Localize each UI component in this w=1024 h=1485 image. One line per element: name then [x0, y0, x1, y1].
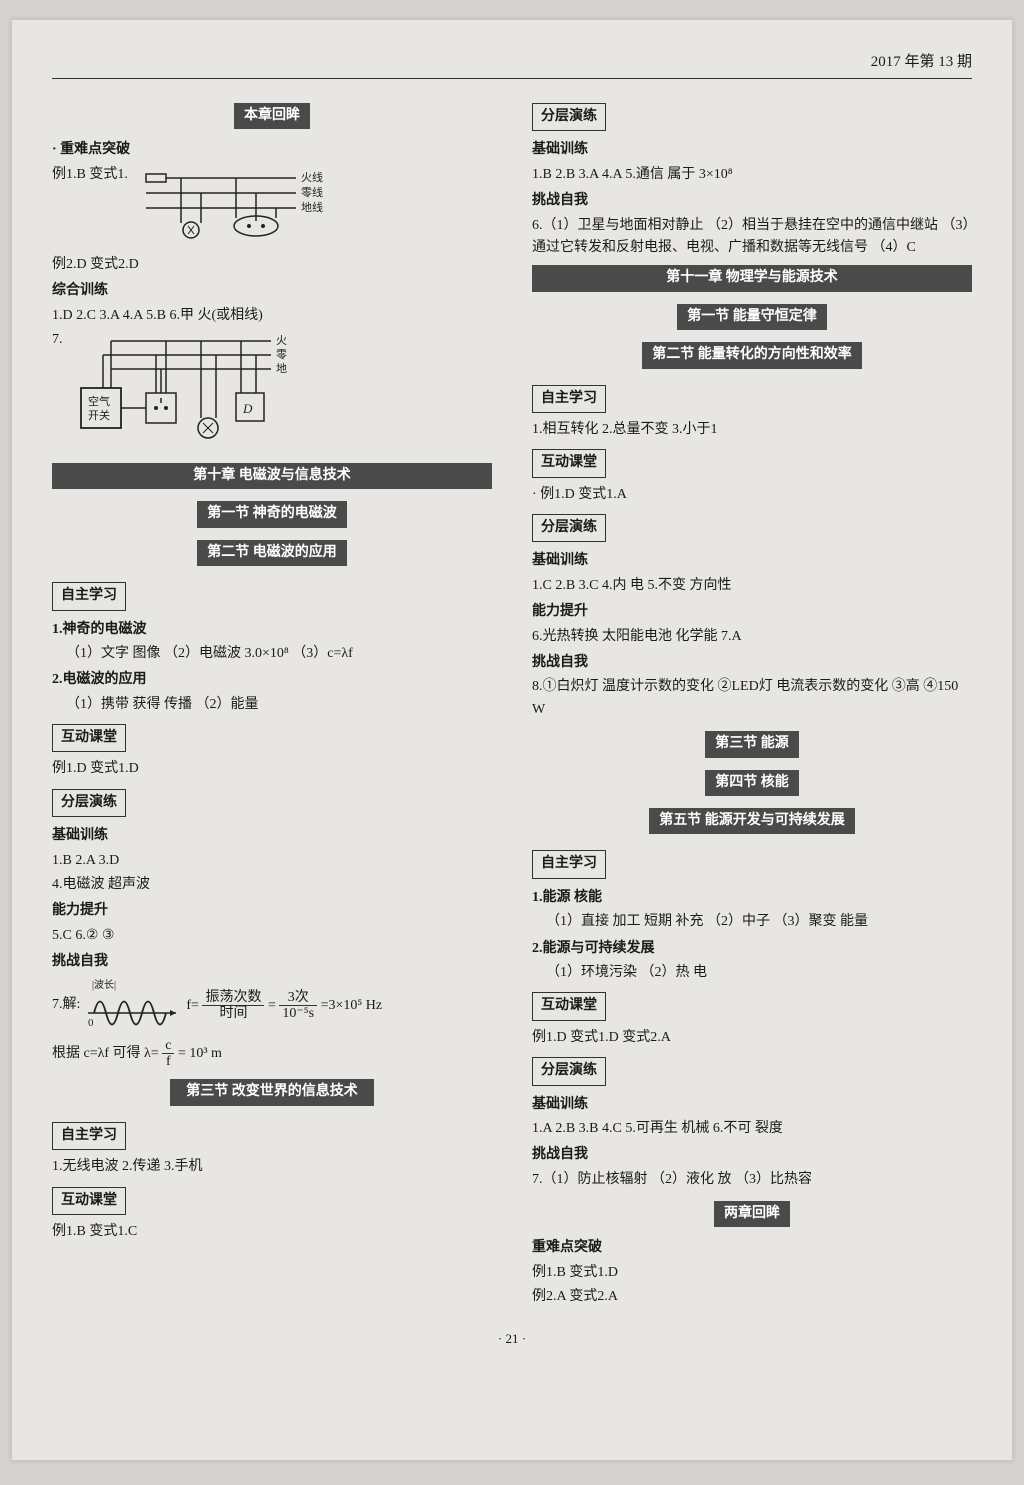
svg-text:地线: 地线: [301, 200, 323, 214]
layered-r2: 分层演练: [532, 514, 606, 542]
ss1-text: （1）文字 图像 （2）电磁波 3.0×10⁸ （3）c=λf: [52, 643, 492, 665]
challenge-r3: 挑战自我: [532, 1144, 972, 1166]
q7-solve: 7.解:: [52, 994, 80, 1016]
ss1-title: 1.神奇的电磁波: [52, 619, 492, 641]
basic-r3: 1.A 2.B 3.B 4.C 5.可再生 机械 6.不可 裂度: [532, 1118, 972, 1140]
two-chapter-review: 两章回眸: [714, 1201, 790, 1227]
dp2: 例2.A 变式2.A: [532, 1286, 972, 1308]
challenge-r2-text: 8.①白炽灯 温度计示数的变化 ②LED灯 电流表示数的变化 ③高 ④150 W: [532, 676, 972, 721]
ss-r2-2: 2.能源与可持续发展: [532, 938, 972, 960]
comprehensive-answers: 1.D 2.C 3.A 4.A 5.B 6.甲 火(或相线): [52, 305, 492, 327]
freq-formula: f= 振荡次数时间 = 3次10⁻⁵s =3×10⁵ Hz: [186, 990, 382, 1022]
ability-r1: 6.光热转换 太阳能电池 化学能 7.A: [532, 626, 972, 648]
basic-training-1: 基础训练: [52, 825, 492, 847]
ss2-title: 2.电磁波的应用: [52, 669, 492, 691]
page-number: · 21 ·: [52, 1329, 972, 1350]
ss2-text: （1）携带 获得 传播 （2）能量: [52, 694, 492, 716]
challenge-r1: 挑战自我: [532, 190, 972, 212]
circuit-diagram-1: 火线 零线 地线: [136, 168, 336, 248]
c10-section-1: 第一节 神奇的电磁波: [197, 501, 347, 527]
svg-text:0: 0: [88, 1017, 94, 1029]
issue-header: 2017 年第 13 期: [52, 50, 972, 79]
c11-section-5: 第五节 能源开发与可持续发展: [649, 808, 855, 834]
svg-text:火线: 火线: [301, 170, 323, 184]
svg-text:零线: 零线: [301, 185, 323, 199]
layered-r3: 分层演练: [532, 1057, 606, 1085]
int-r2-text: 例1.D 变式1.D 变式2.A: [532, 1027, 972, 1049]
int-r1-text: · 例1.D 变式1.A: [532, 484, 972, 506]
ss-r1-text: 1.相互转化 2.总量不变 3.小于1: [532, 419, 972, 441]
example-1: 例1.B 变式1.: [52, 164, 128, 186]
svg-text:空气: 空气: [88, 394, 110, 408]
basic-training-r1: 基础训练: [532, 139, 972, 161]
layered-r1: 分层演练: [532, 103, 606, 131]
interactive-1: 互动课堂: [52, 724, 126, 752]
self-study-2: 自主学习: [52, 1122, 126, 1150]
wave-diagram: |波长| 0: [88, 978, 178, 1034]
svg-text:火: 火: [276, 335, 287, 347]
challenge-r3-text: 7.（1）防止核辐射 （2）液化 放 （3）比热容: [532, 1169, 972, 1191]
svg-text:D: D: [242, 401, 253, 416]
c11-section-3: 第三节 能源: [705, 731, 799, 757]
c11-section-1: 第一节 能量守恒定律: [677, 304, 827, 330]
svg-text:零: 零: [276, 348, 287, 361]
ability1: 5.C 6.② ③: [52, 925, 492, 947]
dp1: 例1.B 变式1.D: [532, 1262, 972, 1284]
q7-label: 7.: [52, 329, 63, 351]
chapter-review-banner: 本章回眸: [234, 103, 310, 129]
c10-section-2: 第二节 电磁波的应用: [197, 540, 347, 566]
layered-1: 分层演练: [52, 789, 126, 817]
ss-r2-1: 1.能源 核能: [532, 887, 972, 909]
basic-training-r2: 基础训练: [532, 550, 972, 572]
comprehensive-heading: 综合训练: [52, 280, 492, 302]
challenge-1: 挑战自我: [52, 951, 492, 973]
ability-up: 能力提升: [52, 900, 492, 922]
basic-r1: 1.B 2.B 3.A 4.A 5.通信 属于 3×10⁸: [532, 164, 972, 186]
columns: 本章回眸 · 重难点突破 例1.B 变式1. 火线 零线 地线: [52, 97, 972, 1311]
wave-solution: 7.解: |波长| 0 f= 振荡次数时间 = 3次10⁻⁵s =3×10⁵: [52, 978, 492, 1034]
self-study-r2: 自主学习: [532, 850, 606, 878]
chapter-11-banner: 第十一章 物理学与能源技术: [532, 265, 972, 291]
self-study-1: 自主学习: [52, 582, 126, 610]
int1-text: 例1.D 变式1.D: [52, 758, 492, 780]
basic-training-r3: 基础训练: [532, 1094, 972, 1116]
ss-r2-1a: （1）直接 加工 短期 补充 （2）中子 （3）聚变 能量: [532, 911, 972, 933]
difficult-points: · 重难点突破: [52, 139, 492, 161]
int2-text: 例1.B 变式1.C: [52, 1221, 492, 1243]
self-study-r1: 自主学习: [532, 385, 606, 413]
c11-section-4: 第四节 核能: [705, 770, 799, 796]
c10-section-3: 第三节 改变世界的信息技术: [170, 1079, 374, 1105]
circuit-diagram-2: 火 零 地 空气 开关: [71, 333, 301, 453]
ability-up-r: 能力提升: [532, 601, 972, 623]
challenge-r1-text: 6.（1）卫星与地面相对静止 （2）相当于悬挂在空中的通信中继站 （3）通过它转…: [532, 215, 972, 260]
svg-text:地: 地: [276, 362, 287, 375]
challenge-r2: 挑战自我: [532, 652, 972, 674]
interactive-r2: 互动课堂: [532, 992, 606, 1020]
basic2: 4.电磁波 超声波: [52, 874, 492, 896]
svg-text:|波长|: |波长|: [92, 978, 116, 991]
interactive-r1: 互动课堂: [532, 449, 606, 477]
svg-text:开关: 开关: [88, 408, 110, 422]
example-2: 例2.D 变式2.D: [52, 254, 492, 276]
interactive-2: 互动课堂: [52, 1187, 126, 1215]
right-column: 分层演练 基础训练 1.B 2.B 3.A 4.A 5.通信 属于 3×10⁸ …: [532, 97, 972, 1311]
left-column: 本章回眸 · 重难点突破 例1.B 变式1. 火线 零线 地线: [52, 97, 492, 1311]
page: 2017 年第 13 期 本章回眸 · 重难点突破 例1.B 变式1. 火线 零…: [12, 20, 1012, 1460]
chapter-10-banner: 第十章 电磁波与信息技术: [52, 463, 492, 489]
difficult-points-r: 重难点突破: [532, 1237, 972, 1259]
basic-r2: 1.C 2.B 3.C 4.内 电 5.不变 方向性: [532, 575, 972, 597]
basic1: 1.B 2.A 3.D: [52, 850, 492, 872]
c11-section-2: 第二节 能量转化的方向性和效率: [642, 342, 862, 368]
lambda-formula: 根据 c=λf 可得 λ= cf = 10³ m: [52, 1038, 492, 1070]
ss3-text: 1.无线电波 2.传递 3.手机: [52, 1156, 492, 1178]
ss-r2-2a: （1）环境污染 （2）热 电: [532, 962, 972, 984]
